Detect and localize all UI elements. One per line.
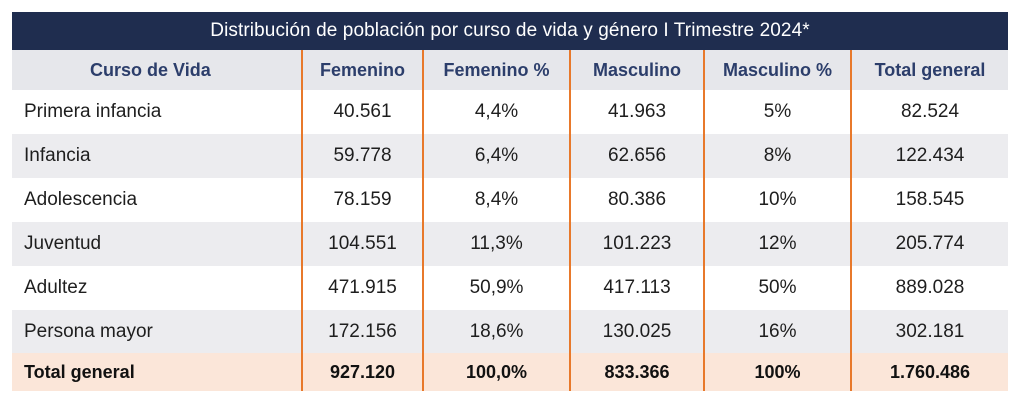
cell-femenino: 172.156 <box>301 310 423 353</box>
cell-masculino: 101.223 <box>569 222 704 266</box>
cell-femenino: 78.159 <box>301 178 423 222</box>
header-femenino: Femenino <box>301 50 423 90</box>
cell-masculino: 41.963 <box>569 90 704 134</box>
cell-total: 302.181 <box>850 310 1008 353</box>
cell-masculino-pct: 12% <box>703 222 851 266</box>
table-row: Adultez 471.915 50,9% 417.113 50% 889.02… <box>12 266 1008 310</box>
cell-femenino: 59.778 <box>301 134 423 178</box>
cell-masculino-pct: 5% <box>703 90 851 134</box>
table-row: Adolescencia 78.159 8,4% 80.386 10% 158.… <box>12 178 1008 222</box>
cell-curso: Juventud <box>12 222 302 266</box>
cell-total: 889.028 <box>850 266 1008 310</box>
cell-total: 122.434 <box>850 134 1008 178</box>
cell-masculino: 417.113 <box>569 266 704 310</box>
total-general: 1.760.486 <box>850 353 1008 391</box>
cell-curso: Primera infancia <box>12 90 302 134</box>
cell-femenino-pct: 8,4% <box>422 178 570 222</box>
table-row: Juventud 104.551 11,3% 101.223 12% 205.7… <box>12 222 1008 266</box>
cell-masculino-pct: 16% <box>703 310 851 353</box>
total-femenino: 927.120 <box>301 353 423 391</box>
total-femenino-pct: 100,0% <box>422 353 570 391</box>
cell-masculino: 80.386 <box>569 178 704 222</box>
cell-masculino: 62.656 <box>569 134 704 178</box>
header-masculino: Masculino <box>569 50 704 90</box>
cell-femenino: 104.551 <box>301 222 423 266</box>
population-table: Curso de Vida Femenino Femenino % Mascul… <box>12 50 1008 391</box>
cell-femenino-pct: 4,4% <box>422 90 570 134</box>
header-masculino-pct: Masculino % <box>703 50 851 90</box>
cell-masculino-pct: 8% <box>703 134 851 178</box>
table-row: Infancia 59.778 6,4% 62.656 8% 122.434 <box>12 134 1008 178</box>
cell-curso: Adolescencia <box>12 178 302 222</box>
cell-curso: Adultez <box>12 266 302 310</box>
header-total-general: Total general <box>850 50 1008 90</box>
cell-femenino: 471.915 <box>301 266 423 310</box>
cell-femenino-pct: 11,3% <box>422 222 570 266</box>
table-row: Primera infancia 40.561 4,4% 41.963 5% 8… <box>12 90 1008 134</box>
total-masculino: 833.366 <box>569 353 704 391</box>
total-label: Total general <box>12 353 302 391</box>
cell-femenino-pct: 18,6% <box>422 310 570 353</box>
table-title: Distribución de población por curso de v… <box>12 12 1008 50</box>
cell-masculino-pct: 50% <box>703 266 851 310</box>
total-masculino-pct: 100% <box>703 353 851 391</box>
cell-total: 158.545 <box>850 178 1008 222</box>
table-row: Persona mayor 172.156 18,6% 130.025 16% … <box>12 310 1008 353</box>
cell-curso: Persona mayor <box>12 310 302 353</box>
total-row: Total general 927.120 100,0% 833.366 100… <box>12 353 1008 391</box>
cell-masculino-pct: 10% <box>703 178 851 222</box>
header-curso-de-vida: Curso de Vida <box>12 50 302 90</box>
cell-total: 205.774 <box>850 222 1008 266</box>
cell-femenino: 40.561 <box>301 90 423 134</box>
header-row: Curso de Vida Femenino Femenino % Mascul… <box>12 50 1008 90</box>
cell-total: 82.524 <box>850 90 1008 134</box>
cell-femenino-pct: 50,9% <box>422 266 570 310</box>
cell-curso: Infancia <box>12 134 302 178</box>
header-femenino-pct: Femenino % <box>422 50 570 90</box>
cell-femenino-pct: 6,4% <box>422 134 570 178</box>
cell-masculino: 130.025 <box>569 310 704 353</box>
population-table-container: Distribución de población por curso de v… <box>12 12 1008 391</box>
